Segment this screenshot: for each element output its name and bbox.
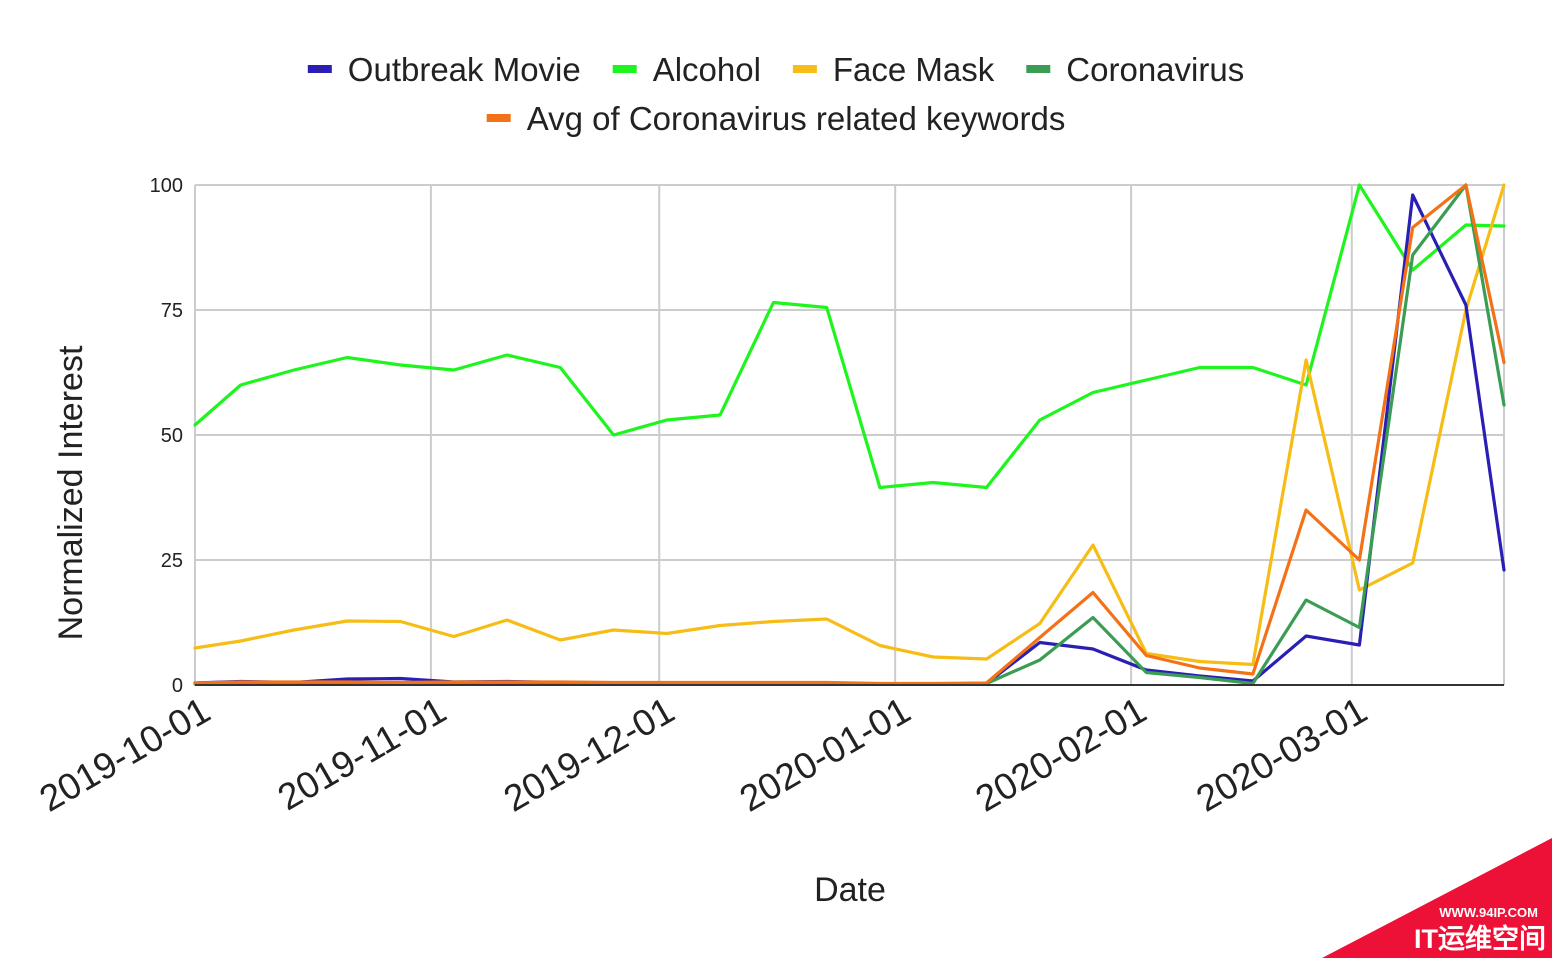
legend-swatch — [1026, 65, 1051, 73]
legend-item: Alcohol — [612, 51, 761, 88]
chart-legend: Outbreak Movie Alcohol Face Mask Coronaviru… — [307, 51, 1244, 137]
y-tick-label: 75 — [161, 300, 183, 322]
series-line-avg-of-coronavirus-related-keywords — [193, 183, 1506, 686]
legend-item: Coronavirus — [1026, 51, 1244, 88]
series-line-face-mask — [193, 183, 1506, 667]
legend-label: Avg of Coronavirus related keywords — [527, 100, 1066, 137]
legend-item: Avg of Coronavirus related keywords — [486, 100, 1066, 137]
y-tick-label: 100 — [150, 175, 183, 197]
x-tick-label: 2019-10-01 — [33, 689, 217, 819]
chart-series — [193, 183, 1506, 686]
watermark-banner — [1322, 838, 1552, 958]
legend-swatch — [792, 65, 817, 73]
legend-swatch — [307, 65, 332, 73]
legend-label: Coronavirus — [1066, 51, 1244, 88]
legend-item: Outbreak Movie — [307, 51, 581, 88]
legend-label: Outbreak Movie — [348, 51, 581, 88]
series-line-outbreak-movie — [193, 193, 1506, 686]
series-line-alcohol — [193, 183, 1506, 490]
legend-label: Alcohol — [653, 51, 761, 88]
y-tick-label: 25 — [161, 550, 183, 572]
x-tick-label: 2020-02-01 — [969, 689, 1153, 819]
x-tick-label: 2020-01-01 — [733, 689, 917, 819]
y-axis-title: Normalized Interest — [52, 345, 90, 640]
y-axis-ticks: 0 25 50 75 100 — [150, 175, 183, 697]
watermark-text: IT运维空间 — [1414, 923, 1546, 954]
x-tick-label: 2019-12-01 — [497, 689, 681, 819]
chart-grid — [194, 184, 1505, 685]
legend-item: Face Mask — [792, 51, 995, 88]
x-tick-label: 2020-03-01 — [1189, 689, 1373, 819]
watermark: WWW.94IP.COM IT运维空间 — [1322, 838, 1552, 958]
x-axis-title: Date — [814, 871, 886, 909]
legend-swatch — [486, 114, 511, 122]
legend-swatch — [612, 65, 637, 73]
x-axis-ticks: 2019-10-01 2019-11-01 2019-12-01 2020-01-01… — [33, 689, 1374, 819]
watermark-url: WWW.94IP.COM — [1439, 905, 1538, 920]
y-tick-label: 0 — [172, 675, 183, 697]
legend-label: Face Mask — [833, 51, 995, 88]
x-tick-label: 2019-11-01 — [271, 689, 453, 818]
y-tick-label: 50 — [161, 425, 183, 447]
